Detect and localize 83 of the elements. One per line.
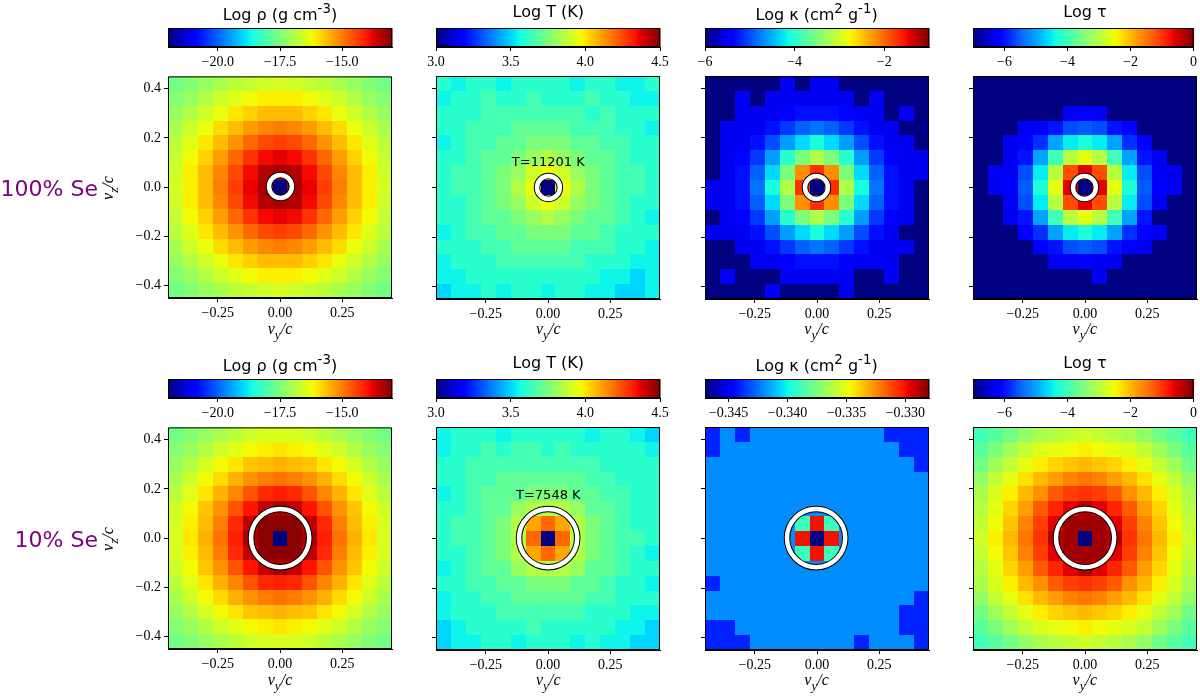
- x-tick-label: −0.25: [1006, 657, 1039, 673]
- x-tick-label: 0.00: [536, 306, 561, 322]
- x-tick-label: −0.25: [201, 304, 234, 320]
- color-bar-title: Log ρ (g cm$^{-3}$): [222, 0, 338, 25]
- x-tick-label: 0.00: [804, 306, 829, 322]
- y-tick-label: −0.2: [135, 227, 161, 243]
- x-axis-title: v$_{y}$/c: [536, 320, 561, 344]
- color-bar-label: −0.335: [826, 405, 866, 421]
- x-tick-label: 0.00: [804, 657, 829, 673]
- color-bar-title: Log T (K): [512, 353, 585, 373]
- color-bar-label: −2: [1122, 405, 1138, 421]
- color-bar-label: −6: [996, 405, 1012, 421]
- color-bar-label: −2: [876, 54, 892, 70]
- x-tick-label: 0.00: [1072, 657, 1098, 673]
- text: 10% Se: [14, 526, 98, 551]
- x-tick-label: −0.25: [1006, 306, 1039, 322]
- x-axis-title: v$_{y}$/c: [1072, 320, 1098, 344]
- x-tick-label: 0.25: [866, 306, 892, 322]
- color-bar-label: −4: [1059, 405, 1075, 421]
- color-bar-label: −6: [996, 54, 1012, 70]
- annotation: T=7548 K: [516, 486, 581, 502]
- color-bar-label: −20.0: [201, 405, 234, 421]
- x-axis-title: v$_{y}$/c: [804, 671, 829, 695]
- y-tick-label: 0.0: [143, 529, 161, 545]
- color-bar-label: 0: [1189, 405, 1197, 421]
- color-bar-title: Log T (K): [512, 2, 585, 22]
- color-bar-title: Log τ: [1063, 353, 1107, 373]
- color-bar-label: 0: [1189, 54, 1197, 70]
- x-tick-label: 0.25: [329, 304, 355, 320]
- color-bar-label: −15.0: [326, 54, 359, 70]
- color-bar-label: −4: [1059, 54, 1075, 70]
- color-bar-label: 4.5: [651, 405, 670, 421]
- x-tick-label: −0.25: [738, 657, 771, 673]
- x-tick-label: 0.25: [1134, 306, 1160, 322]
- y-tick-label: 0.2: [143, 480, 161, 496]
- x-tick-label: 0.25: [598, 657, 623, 673]
- annotation: T=11201 K: [511, 153, 585, 169]
- x-axis-title: v$_{y}$/c: [536, 671, 561, 695]
- x-tick-label: 0.25: [598, 306, 623, 322]
- x-tick-label: −0.25: [738, 306, 771, 322]
- color-bar-label: −0.330: [885, 405, 925, 421]
- y-tick-label: 0.2: [143, 129, 161, 145]
- x-tick-label: 0.25: [1134, 657, 1160, 673]
- color-bar-label: 4.0: [576, 54, 595, 70]
- x-tick-label: −0.25: [201, 655, 234, 671]
- x-axis-title: v$_{y}$/c: [267, 320, 293, 344]
- x-tick-label: 0.00: [267, 655, 293, 671]
- color-bar-title: Log ρ (g cm$^{-3}$): [222, 351, 338, 376]
- color-bar-label: −6: [697, 54, 713, 70]
- color-bar-label: −4: [786, 54, 802, 70]
- color-bar-label: 4.5: [651, 54, 670, 70]
- color-bar-label: −2: [1122, 54, 1138, 70]
- color-bar-title: Log κ (cm$^{2}$ g$^{-1}$): [755, 0, 878, 25]
- color-bar-title: Log τ: [1063, 2, 1107, 22]
- color-bar-label: 3.5: [502, 405, 520, 421]
- y-tick-label: 0.4: [143, 79, 161, 95]
- color-bar-label: −20.0: [201, 54, 234, 70]
- x-axis-title: v$_{y}$/c: [804, 320, 829, 344]
- color-bar-label: 4.0: [576, 405, 595, 421]
- x-tick-label: 0.25: [329, 655, 355, 671]
- color-bar-label: −0.340: [767, 405, 807, 421]
- y-tick-label: −0.2: [135, 578, 161, 594]
- color-bar-label: 3.0: [427, 405, 446, 421]
- color-bar-label: 3.0: [427, 54, 446, 70]
- x-axis-title: v$_{y}$/c: [1072, 671, 1098, 695]
- y-tick-label: 0.0: [143, 178, 161, 194]
- color-bar-label: −0.345: [708, 405, 748, 421]
- x-tick-label: 0.00: [267, 304, 293, 320]
- color-bar-title: Log κ (cm$^{2}$ g$^{-1}$): [755, 351, 878, 376]
- color-bar-label: −15.0: [326, 405, 359, 421]
- y-tick-label: −0.4: [135, 276, 161, 292]
- y-tick-label: 0.4: [143, 430, 161, 446]
- x-axis-title: v$_{y}$/c: [267, 671, 293, 695]
- x-tick-label: 0.00: [1072, 306, 1098, 322]
- text: 100% Se: [0, 175, 98, 200]
- x-tick-label: −0.25: [469, 306, 503, 322]
- x-tick-label: −0.25: [469, 657, 503, 673]
- color-bar-label: 3.5: [502, 54, 520, 70]
- color-bar-label: −17.5: [263, 405, 297, 421]
- color-bar-label: −17.5: [263, 54, 297, 70]
- y-tick-label: −0.4: [135, 627, 161, 643]
- x-tick-label: 0.25: [866, 657, 892, 673]
- x-tick-label: 0.00: [536, 657, 561, 673]
